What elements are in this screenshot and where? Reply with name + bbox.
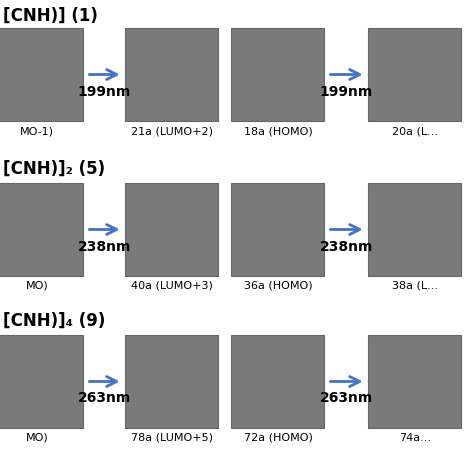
Bar xyxy=(0,335,83,428)
Text: 18a (HOMO): 18a (HOMO) xyxy=(244,126,312,136)
Bar xyxy=(0,183,83,276)
Bar xyxy=(231,28,325,121)
Text: 36a (HOMO): 36a (HOMO) xyxy=(244,281,312,291)
Text: [CNH)]₂ (5): [CNH)]₂ (5) xyxy=(3,160,105,178)
Text: 238nm: 238nm xyxy=(78,239,131,254)
Text: 263nm: 263nm xyxy=(320,392,373,405)
Text: 74a...: 74a... xyxy=(399,433,431,443)
Text: 263nm: 263nm xyxy=(78,392,131,405)
Text: 40a (LUMO+3): 40a (LUMO+3) xyxy=(131,281,213,291)
Text: 78a (LUMO+5): 78a (LUMO+5) xyxy=(131,433,213,443)
Text: [CNH)] (1): [CNH)] (1) xyxy=(3,7,98,25)
Text: 21a (LUMO+2): 21a (LUMO+2) xyxy=(131,126,213,136)
Bar xyxy=(231,335,325,428)
Text: MO-1): MO-1) xyxy=(20,126,54,136)
Bar xyxy=(231,183,325,276)
Text: 38a (L...: 38a (L... xyxy=(392,281,438,291)
Text: 199nm: 199nm xyxy=(320,84,373,99)
Bar xyxy=(368,28,462,121)
Text: MO): MO) xyxy=(26,433,48,443)
Bar xyxy=(126,28,219,121)
Bar xyxy=(126,335,219,428)
Bar xyxy=(368,335,462,428)
Text: 199nm: 199nm xyxy=(78,84,131,99)
Bar xyxy=(126,183,219,276)
Text: 20a (L...: 20a (L... xyxy=(392,126,438,136)
Text: 72a (HOMO): 72a (HOMO) xyxy=(244,433,312,443)
Text: 238nm: 238nm xyxy=(320,239,373,254)
Bar xyxy=(0,28,83,121)
Bar xyxy=(368,183,462,276)
Text: [CNH)]₄ (9): [CNH)]₄ (9) xyxy=(3,312,105,330)
Text: MO): MO) xyxy=(26,281,48,291)
